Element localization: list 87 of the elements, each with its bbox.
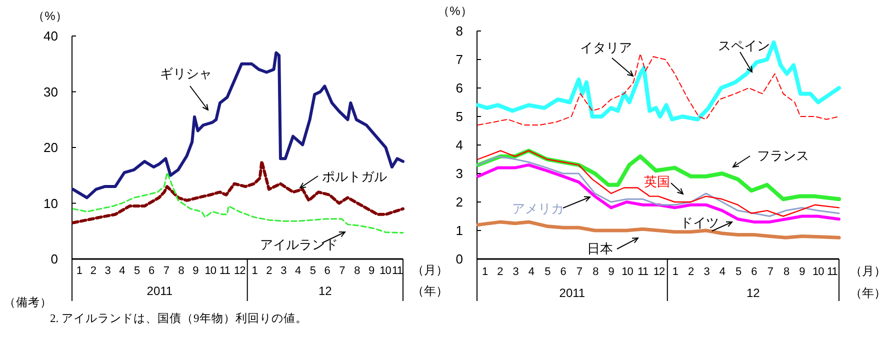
x-tick-label: 2 bbox=[497, 266, 504, 278]
y-tick-label: 40 bbox=[44, 28, 58, 44]
text: 2011 bbox=[559, 286, 586, 300]
y-tick-label: 3 bbox=[456, 166, 463, 182]
series-label: アイルランド bbox=[260, 237, 338, 252]
x-tick-label: 8 bbox=[784, 266, 790, 278]
x-tick-label: 11 bbox=[392, 265, 403, 277]
y-tick-label: 0 bbox=[50, 252, 58, 267]
x-tick-label: 11 bbox=[220, 265, 230, 277]
y-tick-label: 2 bbox=[456, 194, 463, 210]
x-tick-label: 10 bbox=[812, 266, 824, 278]
series-label: ポルトガル bbox=[322, 169, 387, 184]
series-label: 英国 bbox=[644, 174, 670, 189]
line-series bbox=[478, 53, 840, 126]
series-label: スペイン bbox=[718, 38, 770, 53]
x-tick-label: 4 bbox=[528, 266, 534, 278]
y-tick-label: 1 bbox=[456, 223, 463, 238]
x-tick-label: 5 bbox=[736, 266, 742, 278]
x-tick-label: 6 bbox=[751, 266, 758, 278]
x-tick-label: 9 bbox=[608, 266, 614, 278]
x-tick-label: 4 bbox=[294, 265, 301, 277]
x-tick-label: 3 bbox=[280, 265, 287, 277]
x-tick-label: 7 bbox=[576, 266, 582, 278]
x-tick-label: 3 bbox=[512, 266, 519, 278]
y-tick-label: 5 bbox=[456, 109, 463, 124]
x-tick-label: 10 bbox=[380, 265, 392, 277]
x-tick-label: 1 bbox=[672, 266, 678, 278]
x-tick-label: 6 bbox=[560, 266, 566, 278]
text: （年） bbox=[850, 286, 886, 300]
series-label: イタリア bbox=[580, 40, 632, 55]
x-tick-label: 4 bbox=[719, 266, 726, 278]
y-tick-label: 6 bbox=[456, 80, 463, 96]
x-tick-label: 3 bbox=[104, 265, 111, 277]
series-label: 日本 bbox=[587, 241, 613, 256]
x-tick-label: 1 bbox=[482, 266, 488, 278]
y-tick-label: 8 bbox=[456, 24, 463, 39]
text: 2. アイルランドは、国債（9年物）利回りの値。 bbox=[50, 312, 308, 325]
x-tick-label: 8 bbox=[178, 265, 184, 277]
x-tick-label: 11 bbox=[638, 266, 648, 278]
x-tick-label: 6 bbox=[148, 265, 154, 277]
x-tick-label: 2 bbox=[90, 265, 96, 277]
line-series bbox=[476, 40, 841, 122]
y-tick-label: 30 bbox=[44, 84, 58, 100]
x-tick-label: 10 bbox=[204, 265, 216, 277]
y-axis-title: （%） bbox=[438, 4, 472, 18]
x-tick-label: 5 bbox=[134, 265, 140, 277]
text: （年） bbox=[412, 284, 448, 298]
text: （備考） bbox=[4, 296, 52, 309]
x-tick-label: 12 bbox=[234, 265, 246, 277]
x-tick-label: 2 bbox=[266, 265, 272, 277]
x-tick-label: 7 bbox=[163, 265, 170, 277]
line-series bbox=[71, 51, 404, 200]
y-tick-label: 0 bbox=[456, 252, 463, 267]
y-tick-label: 10 bbox=[44, 196, 58, 211]
series-label: ギリシャ bbox=[160, 66, 212, 81]
x-tick-label: 5 bbox=[544, 266, 551, 278]
x-tick-label: 3 bbox=[704, 266, 710, 278]
x-tick-label: 9 bbox=[368, 265, 374, 277]
x-tick-label: 1 bbox=[252, 265, 258, 277]
x-tick-label: 12 bbox=[653, 266, 666, 278]
y-axis-title: （%） bbox=[32, 9, 68, 23]
series-label: フランス bbox=[757, 148, 809, 163]
text: 2011 bbox=[146, 284, 173, 298]
x-tick-label: 7 bbox=[339, 265, 346, 277]
x-tick-label: 9 bbox=[192, 265, 199, 277]
x-tick-label: 8 bbox=[354, 265, 360, 277]
series-label: ドイツ bbox=[680, 215, 719, 230]
x-tick-label: 10 bbox=[622, 266, 634, 278]
y-tick-label: 20 bbox=[44, 140, 58, 156]
y-tick-label: 4 bbox=[456, 138, 463, 153]
x-tick-label: 8 bbox=[592, 266, 599, 278]
x-tick-label: 9 bbox=[799, 266, 806, 278]
y-tick-label: 7 bbox=[456, 52, 463, 68]
text: 12 bbox=[318, 284, 332, 298]
text: 12 bbox=[746, 286, 760, 300]
x-tick-label: 2 bbox=[688, 266, 694, 278]
x-tick-label: 11 bbox=[827, 266, 838, 278]
x-tick-label: 7 bbox=[767, 266, 774, 278]
line-series bbox=[72, 172, 404, 234]
x-axis-title: （月） bbox=[412, 263, 448, 277]
x-axis-title: （月） bbox=[850, 264, 886, 278]
line-series bbox=[71, 160, 404, 224]
x-tick-label: 6 bbox=[324, 265, 330, 277]
x-tick-label: 4 bbox=[119, 265, 126, 277]
text: アメリカ bbox=[512, 201, 564, 216]
x-tick-label: 5 bbox=[310, 265, 316, 277]
x-tick-label: 1 bbox=[76, 265, 82, 277]
